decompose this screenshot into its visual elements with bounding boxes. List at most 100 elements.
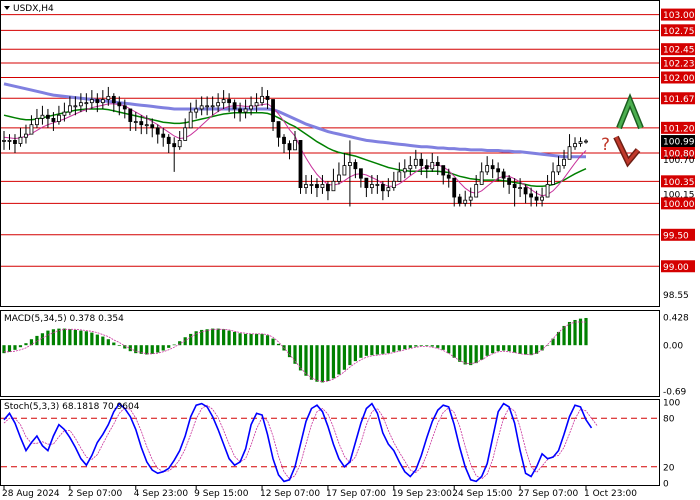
macd-bar: [441, 345, 445, 350]
dropdown-triangle-icon: [4, 6, 10, 10]
price-tag-bg: [661, 228, 695, 241]
price-bar-body: [567, 146, 572, 160]
macd-bar: [13, 345, 17, 350]
price-bar-body: [413, 158, 418, 166]
price-bar-body: [276, 121, 281, 138]
price-tag-label: 102.45: [663, 46, 695, 56]
macd-bar: [123, 345, 127, 349]
macd-panel-frame: [0, 310, 660, 397]
price-bar-body: [128, 108, 133, 122]
macd-bar: [117, 345, 121, 346]
macd-bar: [304, 345, 308, 376]
price-tag-bg: [661, 175, 695, 188]
price-tag-label: 102.75: [663, 27, 695, 37]
macd-bar: [62, 328, 66, 346]
price-bar-body: [512, 184, 517, 189]
macd-bar: [101, 336, 105, 346]
price-bar-body: [419, 158, 424, 166]
price-bar-body: [194, 108, 199, 113]
question-mark: ?: [601, 135, 610, 155]
price-bar-body: [534, 196, 539, 201]
price-bar-body: [166, 136, 171, 144]
macd-tick-label: 0.428: [663, 313, 689, 323]
price-bar-body: [584, 140, 588, 143]
stoch-panel-frame: [0, 399, 660, 486]
stoch-tick-label: 80: [663, 415, 675, 425]
price-bar-body: [540, 196, 544, 201]
price-bar-body: [391, 180, 396, 189]
macd-bar: [46, 330, 50, 346]
time-tick-label: 28 Aug 2024: [2, 489, 60, 499]
price-bar-body: [106, 95, 111, 100]
price-bar-body: [2, 140, 6, 142]
price-bar-body: [144, 124, 149, 127]
macd-bar: [452, 345, 456, 358]
macd-bar: [57, 328, 61, 346]
stoch-tick-label: 20: [663, 463, 675, 473]
price-bar-body: [205, 105, 210, 108]
macd-bar: [381, 345, 385, 354]
price-bar-body: [457, 196, 462, 204]
macd-bar: [578, 318, 583, 346]
price-bar-body: [133, 121, 138, 123]
price-bar-body: [57, 114, 61, 122]
price-bar-body: [150, 124, 155, 129]
sma-mid-line: [3, 108, 587, 188]
time-tick-label: 12 Sep 07:00: [260, 489, 320, 499]
price-bar-body: [260, 95, 264, 104]
macd-bar: [430, 345, 434, 347]
price-bar-body: [238, 108, 242, 113]
macd-bar: [167, 345, 171, 348]
forecast-annotations: ?: [601, 93, 644, 168]
price-tag-bg: [661, 260, 695, 273]
price-bar-body: [35, 117, 39, 126]
price-bar-body: [24, 133, 28, 138]
macd-tick-label: 0.00: [663, 342, 683, 352]
price-bar-body: [507, 177, 512, 185]
macd-bar: [84, 331, 88, 346]
price-bar-body: [67, 105, 72, 113]
macd-bar: [79, 330, 83, 346]
price-bar-body: [402, 168, 407, 173]
price-bar-body: [232, 102, 237, 110]
price-bar-body: [221, 99, 226, 104]
price-bar-body: [304, 184, 308, 189]
price-tag-bg: [661, 71, 695, 84]
price-bar-body: [249, 105, 253, 110]
stoch-signal-line: [3, 404, 598, 480]
price-tick-label: 100.15: [663, 190, 695, 200]
arrow-up-icon: [617, 97, 643, 129]
time-tick-label: 2 Sep 07:00: [68, 489, 123, 499]
macd-bar: [370, 345, 374, 356]
price-tick-label: 98.55: [663, 291, 689, 301]
price-bar-body: [551, 171, 555, 185]
price-bar-body: [199, 105, 204, 110]
price-bar-body: [89, 99, 94, 104]
price-bar-body: [348, 162, 352, 166]
price-bar-body: [364, 177, 369, 189]
price-tag-label: 100.35: [663, 178, 695, 188]
price-axis: 103.00 102.75 102.45 102.23 102.00 101.67 101.…: [661, 8, 695, 301]
price-bar-body: [485, 165, 490, 173]
price-bar-body: [320, 184, 325, 189]
price-bar-body: [243, 108, 248, 113]
price-bar-body: [183, 127, 188, 141]
price-tag-label: 101.67: [663, 95, 695, 105]
macd-bar: [200, 329, 204, 346]
macd-bar: [134, 345, 138, 354]
price-bar-body: [309, 184, 314, 186]
macd-bar: [222, 329, 226, 346]
macd-bar: [502, 345, 506, 351]
price-tag-bg: [661, 197, 695, 210]
price-bar-body: [177, 140, 182, 148]
macd-bar: [68, 329, 72, 346]
price-tag-label: 102.00: [663, 74, 695, 84]
current-price-bg: [661, 135, 695, 148]
price-bar-body: [18, 136, 23, 144]
price-bar-body: [7, 140, 12, 142]
macd-bar: [425, 345, 429, 346]
macd-bar: [211, 328, 215, 346]
price-bar-body: [468, 196, 473, 201]
macd-bar: [276, 343, 281, 346]
price-bar-body: [452, 177, 457, 198]
